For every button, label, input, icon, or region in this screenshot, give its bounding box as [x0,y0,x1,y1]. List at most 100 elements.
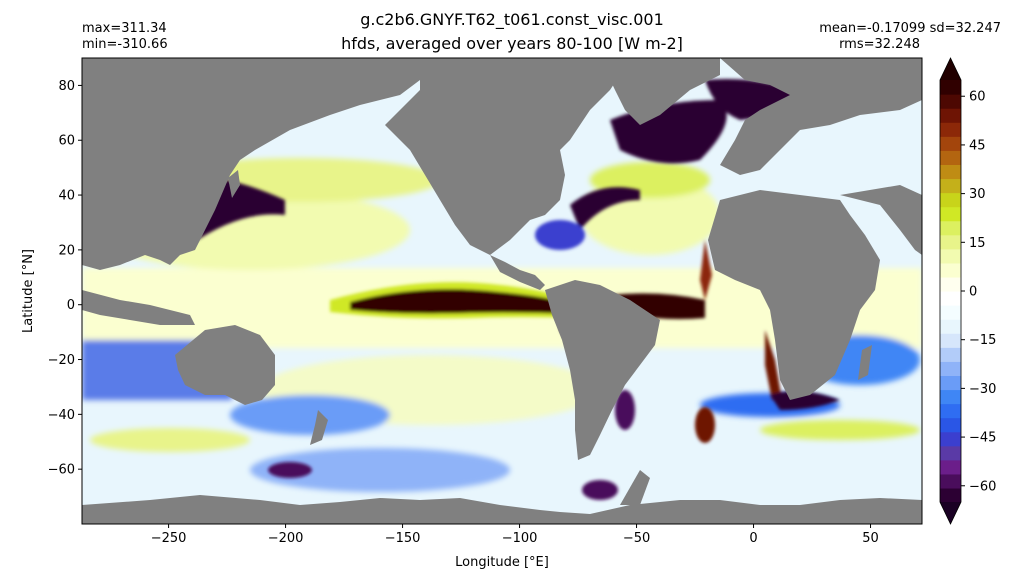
x-tick-label: −50 [623,531,650,546]
colorbar-extend-bottom [940,502,961,524]
land-maritime-continent [82,290,195,325]
colorbar-tick-label: −45 [969,431,996,446]
field-sargasso-blue [535,220,585,250]
rms-stat: rms=32.248 [839,37,920,52]
field-drake-passage [615,390,635,430]
land-south-america [545,280,660,460]
colorbar-segment [940,291,961,306]
colorbar-tick-label: 60 [969,90,986,105]
colorbar [939,57,962,525]
colorbar-extend-top [940,58,961,80]
field-equatorial-core-pacific [350,289,575,314]
field-west-africa-upwelling [700,240,712,300]
land-europe [720,58,922,175]
x-tick-label: −100 [502,531,538,546]
colorbar-tick-label: −30 [969,382,996,397]
colorbar-segment [940,473,961,489]
max-stat: max=311.34 [82,21,167,36]
y-tick-label: 60 [58,134,75,149]
colorbar-segment [940,361,961,376]
colorbar-segment [940,234,961,250]
colorbar-tick-label: 0 [969,285,977,300]
x-tick-label: −250 [151,531,187,546]
y-tick-label: 80 [58,79,75,94]
colorbar-segment [940,192,961,208]
colorbar-segment [940,417,961,433]
y-tick-label: −40 [48,408,75,423]
y-tick-label: 20 [58,243,75,258]
y-tick-label: −60 [48,463,75,478]
colorbar-segment [940,220,961,236]
x-tick-label: −150 [385,531,421,546]
colorbar-segment [940,164,961,180]
land-greenland [600,58,720,125]
x-tick-label: 50 [862,531,879,546]
colorbar-segment [940,459,961,475]
land-new-zealand [310,410,328,445]
colorbar-segment [940,206,961,222]
colorbar-tick-label: 45 [969,138,986,153]
land-antarctic-peninsula [620,470,650,505]
colorbar-segment [940,276,961,292]
land-madagascar [858,345,872,380]
land-japan [228,170,240,198]
colorbar-tick-label: −15 [969,333,996,348]
colorbar-segment [940,262,961,278]
y-tick-label: 0 [67,298,75,313]
colorbar-segment [940,136,961,151]
colorbar-segment [940,487,961,503]
colorbar-segment [940,80,961,95]
field-gulf-stream-loss [570,187,640,230]
colorbar-segment [940,403,961,419]
colorbar-ticks: −60 −45 −30 −15 0 15 30 45 60 [961,90,996,494]
plot-frame [81,57,923,525]
colorbar-segment [940,94,961,109]
field-blue-southern-ocean [250,448,510,492]
y-tick-label: −20 [48,353,75,368]
colorbar-segment [940,445,961,461]
y-axis-label: Latitude [°N] [21,249,36,333]
land-africa [708,190,880,400]
field-yellow-acc-east [760,420,920,440]
min-stat: min=-310.66 [82,37,168,52]
land-eurasia [82,58,420,270]
field-benguela-upwelling [765,330,782,400]
colorbar-segment [940,375,961,391]
land-australia [175,325,275,405]
colorbar-segment [940,248,961,264]
colorbar-segment [940,319,961,334]
colorbar-segment [940,150,961,165]
colorbar-segment [940,431,961,447]
colorbar-segment [940,305,961,320]
colorbar-segment [940,389,961,405]
land-arabia-india [840,185,922,255]
chart-title-line2: hfds, averaged over years 80-100 [W m-2] [341,34,683,53]
land-masses [82,58,922,524]
colorbar-outline [939,57,962,525]
field-south-atlantic-dark [695,407,715,443]
colorbar-tick-label: −60 [969,479,996,494]
field-agulhas-loss [770,391,840,410]
colorbar-tick-label: 15 [969,236,986,251]
chart-title-line1: g.c2b6.GNYF.T62_t061.const_visc.001 [360,10,664,29]
colorbar-segment [940,333,961,348]
y-tick-label: 40 [58,189,75,204]
field-yellow-acc-west [90,428,250,452]
x-axis-label: Longitude [°E] [455,555,549,570]
field-blue-south-pacific [230,395,390,435]
colorbar-segment [940,347,961,362]
colorbar-segment [940,108,961,123]
land-north-america [385,58,620,255]
field-southern-purple-1 [268,462,312,478]
mean-sd-stat: mean=-0.17099 sd=32.247 [819,21,1001,36]
x-tick-label: 0 [749,531,757,546]
x-tick-label: −200 [268,531,304,546]
land-central-america [490,255,545,290]
colorbar-segment [940,178,961,194]
field-southern-purple-2 [582,480,618,500]
colorbar-segment [940,122,961,137]
colorbar-tick-label: 30 [969,187,986,202]
heatmap-field [82,58,922,524]
